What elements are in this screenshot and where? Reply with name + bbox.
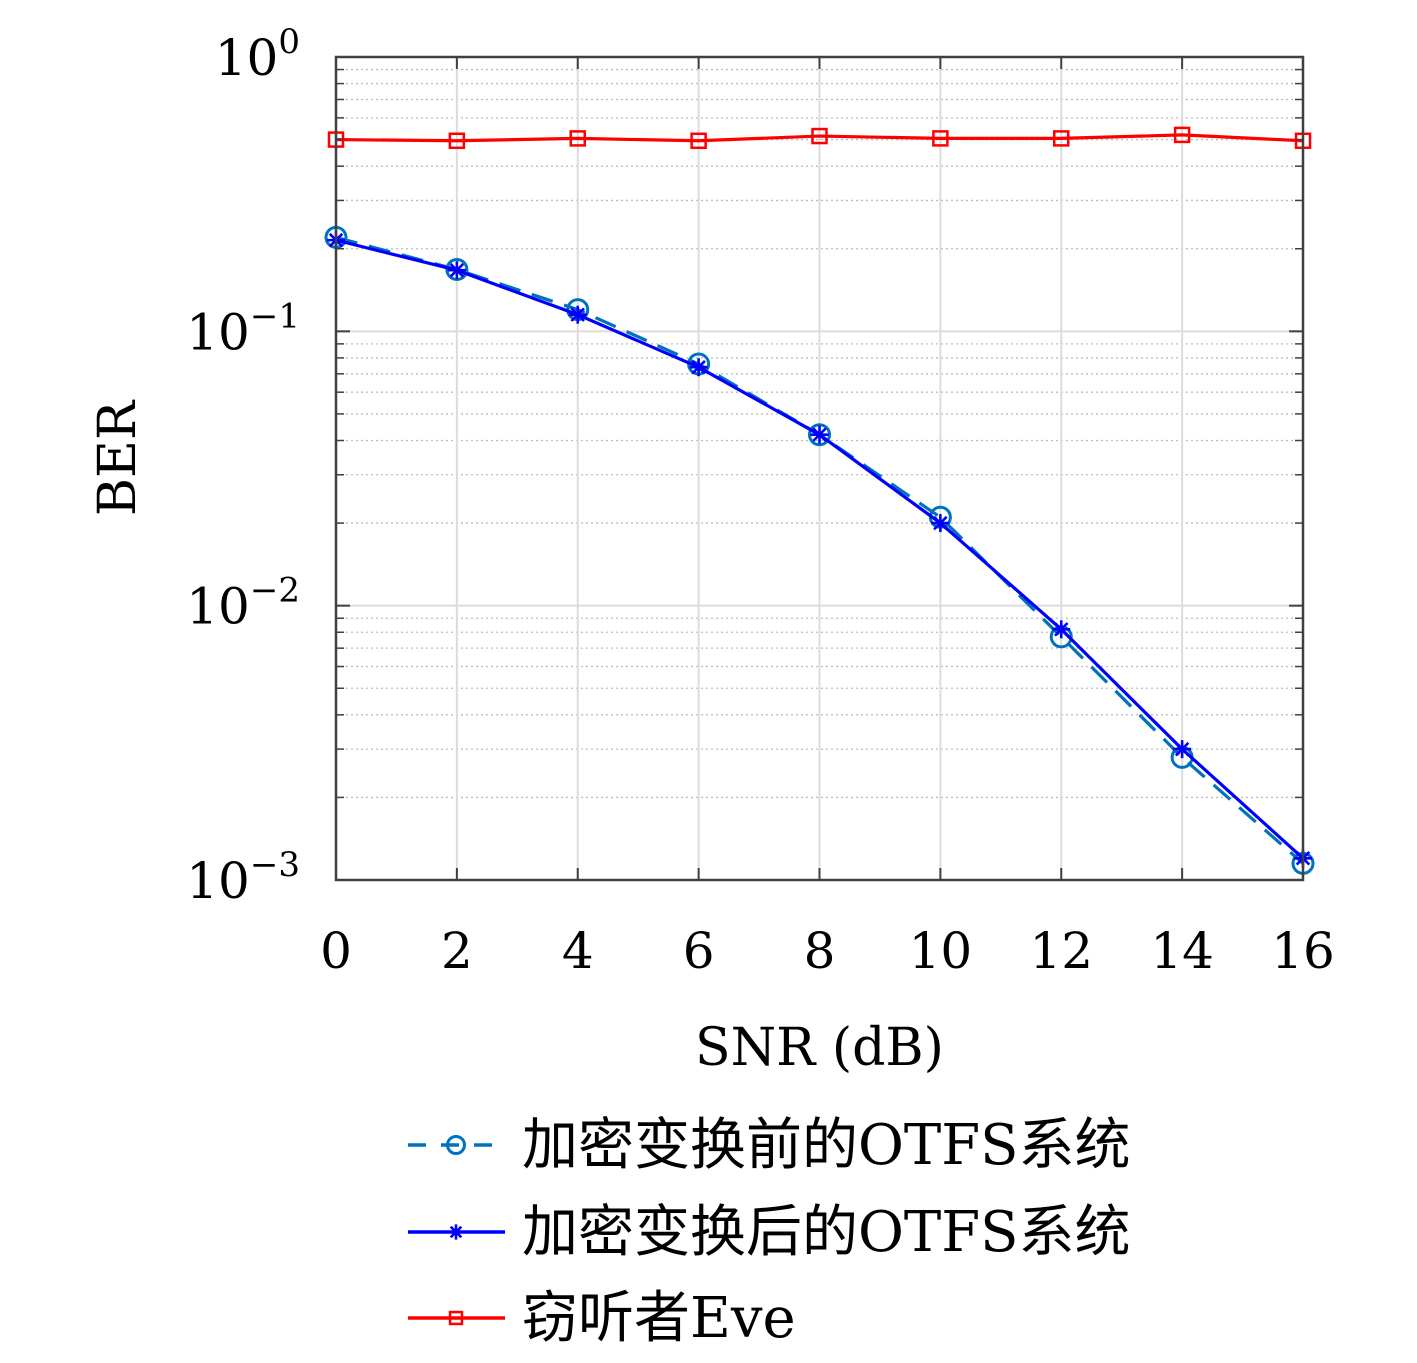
series-line	[335, 133, 1304, 143]
y-tick-label: 100	[215, 22, 300, 87]
marker-asterisk-stroke	[1054, 622, 1069, 637]
y-axis-title: BER	[88, 399, 148, 516]
x-tick-label: 10	[909, 922, 973, 980]
marker-square	[1173, 126, 1191, 144]
marker-asterisk-stroke	[1174, 741, 1190, 757]
legend-entry-1: 加密变换前的OTFS系统	[408, 1113, 1130, 1178]
marker-asterisk-stroke	[570, 307, 585, 322]
marker-asterisk-stroke	[449, 1225, 463, 1239]
x-tick-label: 4	[562, 922, 594, 980]
legend-entry-3: 窃听者Eve	[408, 1286, 796, 1351]
x-tick-label: 6	[683, 922, 715, 980]
marker-square	[690, 132, 707, 150]
marker-square	[448, 132, 466, 150]
marker-circle	[446, 1135, 466, 1155]
x-tick-label: 2	[441, 922, 473, 980]
x-tick-labels: 0 2 4 6 8 10 12 14 16	[320, 922, 1335, 980]
legend-label: 加密变换前的OTFS系统	[522, 1113, 1130, 1178]
marker-circle	[445, 258, 469, 282]
grid	[335, 56, 1304, 881]
x-tick-label: 14	[1150, 922, 1214, 980]
y-tick-label: 10−3	[186, 845, 300, 910]
series-2	[327, 231, 1312, 868]
series-layer	[324, 126, 1315, 875]
legend-label: 窃听者Eve	[522, 1286, 796, 1351]
marker-asterisk-stroke	[449, 263, 465, 278]
axis-ticks	[335, 56, 1304, 881]
x-tick-label: 16	[1271, 922, 1335, 980]
marker-square	[811, 127, 828, 145]
y-tick-labels: 100 10−1 10−2 10−3	[186, 22, 300, 910]
legend-entry-2: 加密变换后的OTFS系统	[408, 1200, 1130, 1265]
x-axis-title: SNR (dB)	[695, 1018, 944, 1078]
x-tick-label: 0	[320, 922, 352, 980]
marker-asterisk-stroke	[812, 427, 827, 442]
y-tick-label: 10−1	[186, 296, 300, 361]
y-tick-label: 10−2	[186, 571, 300, 636]
legend-label: 加密变换后的OTFS系统	[522, 1200, 1130, 1265]
marker-square	[1053, 130, 1070, 147]
marker-asterisk-stroke	[933, 515, 948, 531]
marker-asterisk-stroke	[691, 359, 706, 375]
marker-square	[932, 130, 949, 147]
x-tick-label: 8	[804, 922, 836, 980]
x-tick-label: 12	[1029, 922, 1093, 980]
marker-square	[448, 1310, 464, 1326]
marker-circle	[808, 423, 831, 447]
marker-square	[569, 130, 586, 147]
